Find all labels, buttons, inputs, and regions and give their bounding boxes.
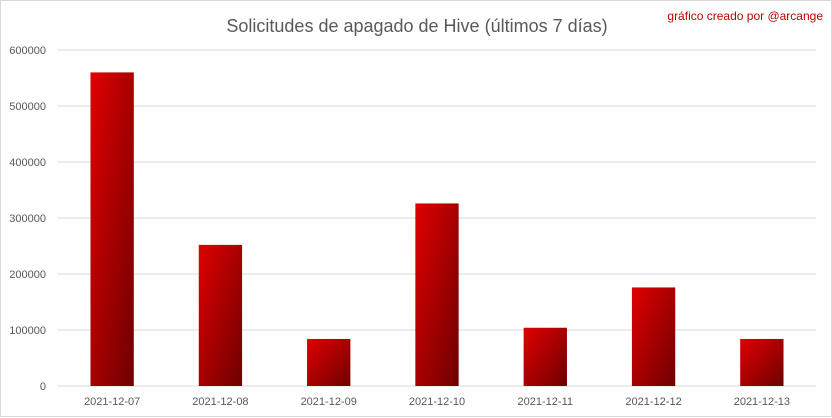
chart-title: Solicitudes de apagado de Hive (últimos … [226,16,607,36]
x-axis-ticks: 2021-12-07 2021-12-08 2021-12-09 2021-12-10… [84,396,790,408]
x-tick-label: 2021-12-11 [518,396,573,408]
x-tick-label: 2021-12-08 [192,396,248,408]
x-tick-label: 2021-12-10 [409,396,465,408]
y-tick-label: 200000 [9,269,46,281]
bar-2021-12-12 [631,287,676,386]
bars [90,72,784,387]
y-tick-label: 500000 [9,101,46,113]
x-tick-label: 2021-12-09 [301,396,357,408]
y-tick-label: 600000 [9,45,46,57]
x-tick-label: 2021-12-07 [84,396,140,408]
bar-2021-12-08 [198,244,243,386]
bar-2021-12-07 [90,72,134,387]
bar-2021-12-11 [523,327,567,386]
bar-2021-12-10 [415,203,459,386]
y-axis-ticks: 0 100000 200000 300000 400000 500000 600000 [9,45,46,393]
x-tick-label: 2021-12-12 [625,396,681,408]
bar-2021-12-13 [740,338,784,386]
y-tick-label: 0 [40,381,46,393]
chart-credit-annotation: gráfico creado por @arcange [667,9,823,23]
y-tick-label: 400000 [9,157,46,169]
y-tick-label: 300000 [9,213,46,225]
bar-2021-12-09 [307,338,351,386]
y-tick-label: 100000 [9,325,46,337]
x-tick-label: 2021-12-13 [734,396,790,408]
